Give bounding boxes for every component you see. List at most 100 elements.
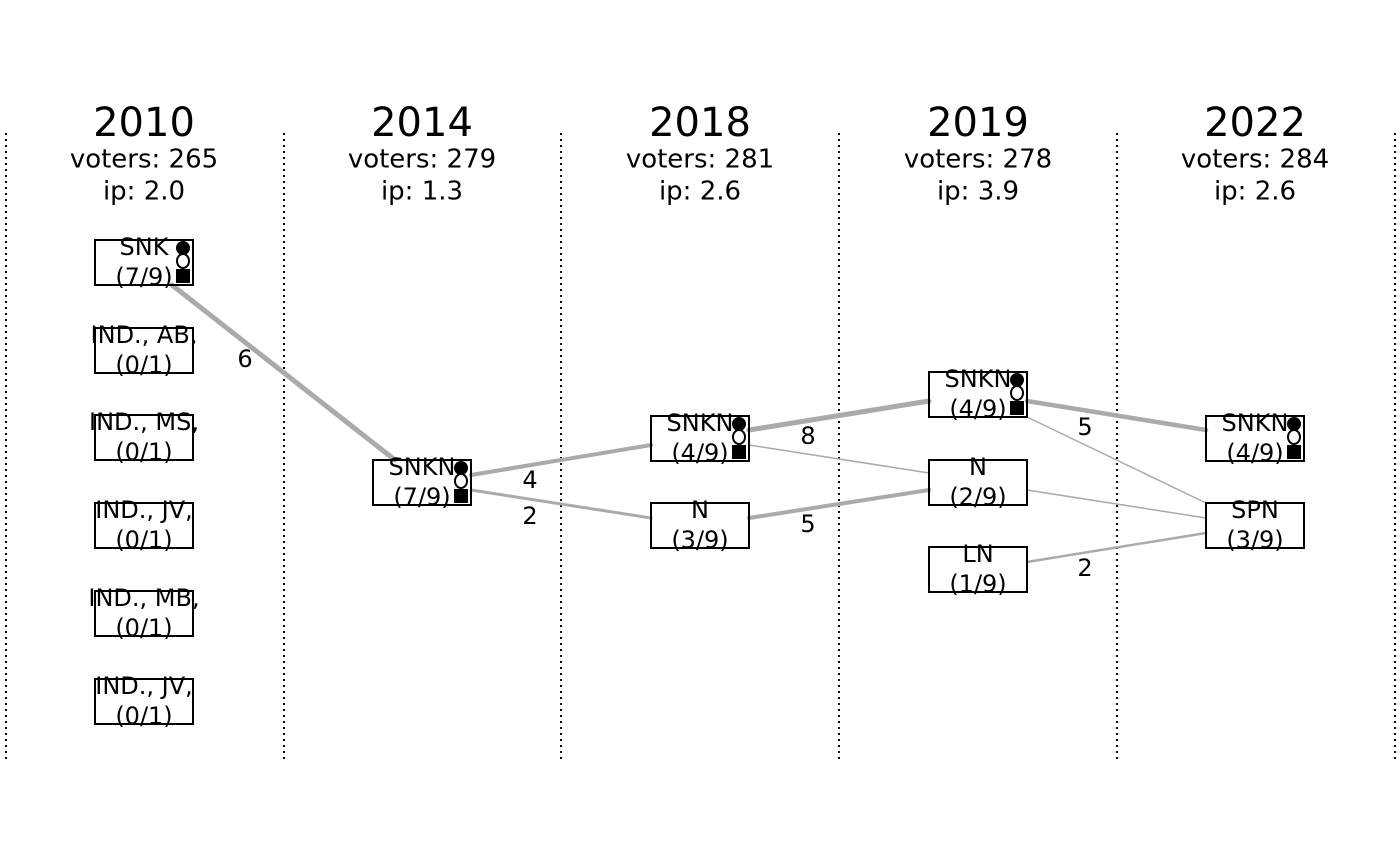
party-seats: (0/1) (115, 702, 172, 730)
party-seats: (4/9) (949, 395, 1006, 423)
node-box (650, 502, 750, 549)
node-box (372, 459, 472, 506)
party-name: N (969, 453, 987, 481)
voters: voters: 284 (1181, 145, 1329, 175)
voters: voters: 279 (348, 145, 496, 175)
ip: ip: 2.6 (659, 177, 741, 207)
party-seats: (3/9) (671, 526, 728, 554)
edge (1025, 531, 1208, 564)
symbol-square (1287, 445, 1301, 459)
party-name: SNKN (389, 453, 456, 481)
edge (469, 488, 653, 520)
party-name: SNK (120, 233, 170, 261)
party-name: SNKN (945, 365, 1012, 393)
edge-label: 4 (522, 466, 537, 494)
party-name: IND., MS, (89, 408, 199, 436)
ip: ip: 2.0 (103, 177, 185, 207)
party-node: N(2/9) (928, 453, 1028, 511)
symbol-open (176, 253, 190, 269)
edge-label: 8 (800, 422, 815, 450)
edge-label: 5 (1077, 413, 1092, 441)
party-node: SNKN(4/9) (1205, 409, 1305, 467)
edge-label: 2 (522, 502, 537, 530)
party-node: IND., JV,(0/1) (94, 496, 194, 554)
ip: ip: 3.9 (937, 177, 1019, 207)
symbol-filled (732, 417, 746, 431)
year: 2022 (1204, 100, 1306, 146)
party-node: N(3/9) (650, 496, 750, 554)
symbol-filled (1287, 417, 1301, 431)
voters: voters: 281 (626, 145, 774, 175)
edge-label: 5 (800, 510, 815, 538)
party-name: SPN (1231, 496, 1279, 524)
party-seats: (4/9) (671, 439, 728, 467)
party-node: IND., AB,(0/1) (91, 321, 198, 379)
edge (748, 444, 930, 474)
symbol-open (1287, 429, 1301, 445)
party-seats: (1/9) (949, 570, 1006, 598)
node-box (94, 414, 194, 461)
party-node: SNKN(4/9) (650, 409, 750, 467)
party-seats: (0/1) (115, 351, 172, 379)
party-node: IND., JV,(0/1) (94, 672, 194, 730)
party-node: LN(1/9) (928, 540, 1028, 598)
party-name: SNKN (1222, 409, 1289, 437)
node-box (94, 327, 194, 374)
node-box (928, 546, 1028, 593)
symbol-square (176, 269, 190, 283)
party-seats: (2/9) (949, 483, 1006, 511)
party-name: LN (962, 540, 993, 568)
party-node: IND., MS,(0/1) (89, 408, 199, 466)
node-box (650, 415, 750, 462)
voters: voters: 278 (904, 145, 1052, 175)
symbol-filled (176, 241, 190, 255)
party-seats: (0/1) (115, 438, 172, 466)
node-box (94, 590, 194, 637)
ip: ip: 2.6 (1214, 177, 1296, 207)
party-name: IND., AB, (91, 321, 198, 349)
edge (169, 282, 398, 463)
voters: voters: 265 (70, 145, 218, 175)
party-name: N (691, 496, 709, 524)
edges (169, 282, 1209, 564)
node-box (1205, 415, 1305, 462)
year: 2018 (649, 100, 751, 146)
party-seats: (4/9) (1226, 439, 1283, 467)
symbol-square (454, 489, 468, 503)
edge (1026, 416, 1207, 504)
node-box (94, 678, 194, 725)
edge (746, 398, 932, 433)
party-name: IND., MB, (88, 584, 199, 612)
year: 2019 (927, 100, 1029, 146)
year: 2014 (371, 100, 473, 146)
edge (1024, 398, 1209, 433)
node-box (1205, 502, 1305, 549)
ip: ip: 1.3 (381, 177, 463, 207)
party-node: SPN(3/9) (1205, 496, 1305, 554)
party-seats: (3/9) (1226, 526, 1283, 554)
party-seats: (7/9) (393, 483, 450, 511)
separators (5, 133, 1396, 760)
party-seats: (7/9) (115, 263, 172, 291)
party-node: SNKN(4/9) (928, 365, 1028, 423)
party-node: SNK(7/9) (94, 233, 194, 291)
node-box (94, 502, 194, 549)
edge (747, 488, 931, 520)
party-node: SNKN(7/9) (372, 453, 472, 511)
symbol-square (1010, 401, 1024, 415)
node-box (94, 239, 194, 286)
edge (469, 443, 653, 477)
node-box (928, 459, 1028, 506)
symbol-filled (1010, 373, 1024, 387)
symbol-square (732, 445, 746, 459)
party-name: SNKN (667, 409, 734, 437)
symbol-filled (454, 461, 468, 475)
party-seats: (0/1) (115, 614, 172, 642)
party-name: IND., JV, (95, 496, 193, 524)
party-node: IND., MB,(0/1) (88, 584, 199, 642)
party-seats: (0/1) (115, 526, 172, 554)
edge (1026, 489, 1207, 519)
party-name: IND., JV, (95, 672, 193, 700)
symbol-open (1010, 385, 1024, 401)
